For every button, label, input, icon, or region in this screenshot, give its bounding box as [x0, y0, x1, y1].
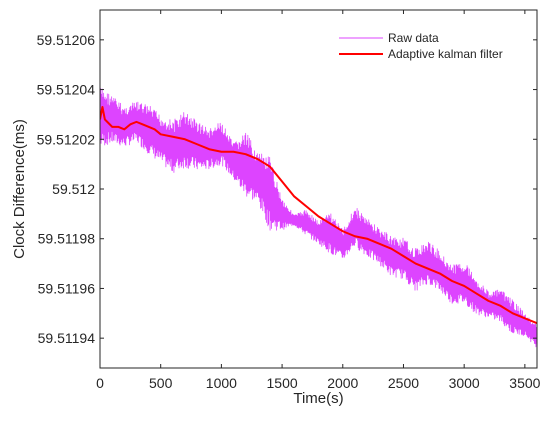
y-tick-label: 59.51202: [37, 131, 96, 147]
y-tick-label: 59.51196: [38, 280, 96, 296]
x-tick-label: 0: [96, 375, 104, 391]
plot-area: [100, 10, 537, 368]
x-tick-label: 3000: [449, 375, 480, 391]
x-tick-label: 500: [149, 375, 173, 391]
y-axis-ticks: 59.51194 59.51196 59.51198 59.512 59.51202 59…: [37, 32, 537, 346]
legend-box: [334, 27, 527, 69]
x-tick-label: 1500: [267, 375, 298, 391]
x-tick-label: 2500: [388, 375, 419, 391]
y-axis-title: Clock Difference(ms): [11, 119, 28, 259]
x-tick-label: 1000: [206, 375, 237, 391]
x-tick-label: 3500: [509, 375, 540, 391]
y-tick-label: 59.51194: [38, 330, 96, 346]
legend-raw-data-label: Raw data: [388, 31, 439, 45]
legend-kalman-filter-label: Adaptive kalman filter: [388, 47, 503, 61]
kalman-filter-line: [100, 105, 537, 325]
y-tick-label: 59.51198: [38, 231, 96, 247]
legend: Raw data Adaptive kalman filter: [334, 27, 527, 69]
x-axis-title: Time(s): [293, 390, 343, 407]
x-tick-label: 2000: [327, 375, 358, 391]
raw-data-series: [100, 88, 537, 348]
x-axis-ticks: 0 500 1000 1500 2000 2500 3000 3500: [96, 10, 541, 391]
y-tick-label: 59.51206: [37, 32, 96, 48]
kalman-filter-series: [100, 105, 537, 325]
raw-data-line: [100, 88, 537, 348]
y-tick-label: 59.51204: [37, 82, 96, 98]
y-tick-label: 59.512: [52, 181, 95, 197]
